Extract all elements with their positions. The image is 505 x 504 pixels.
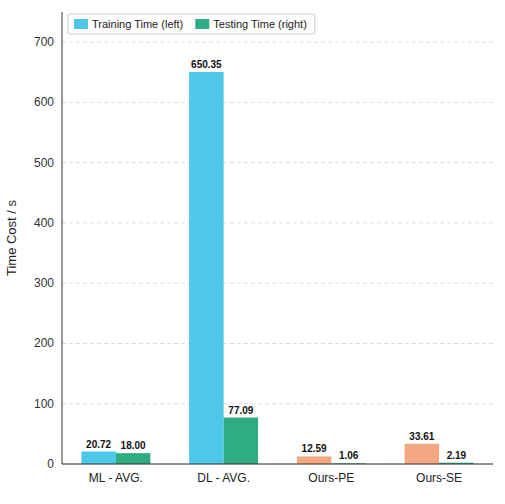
y-tick-label: 500 — [34, 156, 54, 170]
data-label: 1.06 — [339, 450, 359, 461]
y-tick-label: 0 — [47, 457, 54, 471]
data-label: 650.35 — [191, 59, 222, 70]
y-axis-label: Time Cost / s — [4, 199, 19, 276]
y-tick-label: 600 — [34, 95, 54, 109]
data-label: 2.19 — [447, 450, 467, 461]
legend: Training Time (left) Testing Time (right) — [68, 14, 315, 34]
grid-line — [62, 403, 493, 404]
x-axis-line — [62, 464, 493, 465]
grid-line — [62, 222, 493, 223]
chart: 0 100 200 300 400 500 600 700 Time Cost / s 20.72… — [0, 0, 505, 504]
grid-line — [62, 343, 493, 344]
y-tick-label: 400 — [34, 216, 54, 230]
grid-line — [62, 283, 493, 284]
x-axis: ML - AVG. DL - AVG. Ours-PE Ours-SE — [89, 471, 462, 485]
y-tick-label: 100 — [34, 397, 54, 411]
y-axis: 0 100 200 300 400 500 600 700 — [34, 35, 493, 471]
legend-entry: Testing Time (right) — [213, 18, 307, 30]
x-tick-label: DL - AVG. — [197, 471, 250, 485]
data-labels: 20.72 650.35 12.59 33.61 18.00 77.09 1.06 2.19 — [86, 59, 466, 461]
y-tick-label: 300 — [34, 276, 54, 290]
bar — [405, 444, 439, 464]
grid-line — [62, 42, 493, 43]
bar — [116, 453, 150, 464]
bar — [297, 456, 331, 464]
legend-swatch — [195, 19, 209, 29]
data-label: 18.00 — [121, 440, 146, 451]
grid-line — [62, 102, 493, 103]
x-tick-label: Ours-SE — [416, 471, 462, 485]
bar — [81, 452, 115, 464]
grid-line — [62, 464, 493, 465]
data-label: 20.72 — [86, 439, 111, 450]
data-label: 77.09 — [228, 405, 253, 416]
bar — [189, 72, 223, 464]
legend-swatch — [74, 19, 88, 29]
bar — [224, 418, 258, 464]
data-label: 12.59 — [302, 443, 327, 454]
y-tick-label: 700 — [34, 35, 54, 49]
bars — [81, 72, 473, 464]
y-axis-line — [62, 12, 63, 464]
grid-line — [62, 162, 493, 163]
y-tick-label: 200 — [34, 336, 54, 350]
data-label: 33.61 — [409, 431, 434, 442]
x-tick-label: ML - AVG. — [89, 471, 143, 485]
x-tick-label: Ours-PE — [308, 471, 354, 485]
legend-box — [68, 14, 315, 34]
legend-entry: Training Time (left) — [92, 18, 183, 30]
